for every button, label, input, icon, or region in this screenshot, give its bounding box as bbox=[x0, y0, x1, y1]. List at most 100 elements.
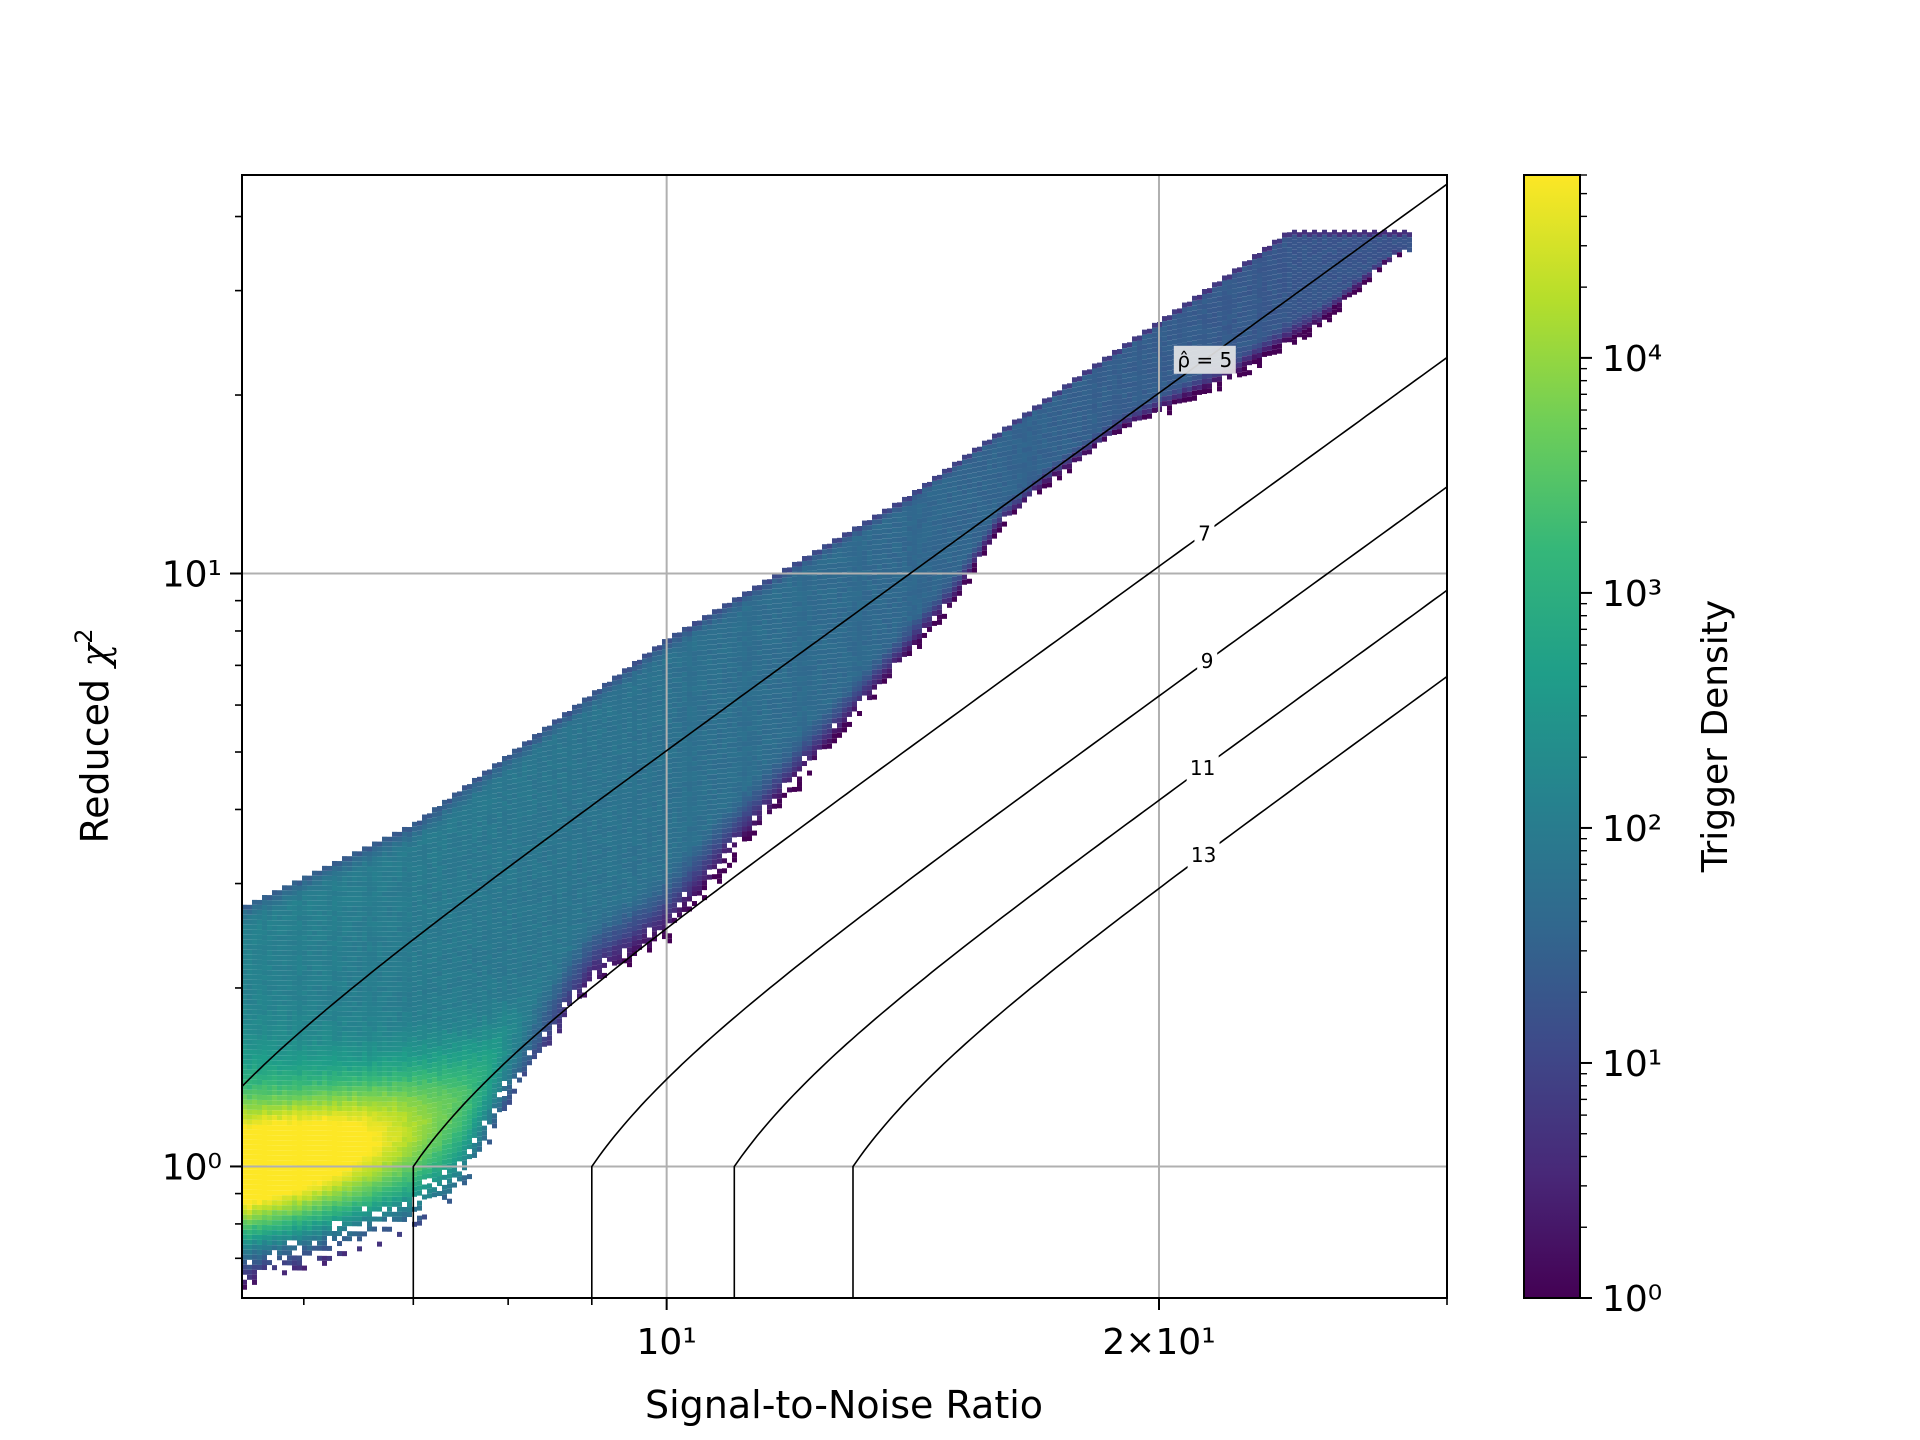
density-bin bbox=[327, 910, 332, 916]
density-bin bbox=[262, 1010, 267, 1016]
density-bin bbox=[462, 990, 467, 996]
density-bin bbox=[527, 900, 532, 906]
density-bin bbox=[567, 731, 572, 737]
density-bin bbox=[327, 940, 332, 946]
density-bin bbox=[412, 946, 417, 952]
density-bin bbox=[462, 965, 467, 971]
density-bin bbox=[392, 1061, 397, 1067]
density-bin bbox=[572, 754, 577, 760]
density-bin bbox=[482, 870, 487, 876]
density-bin bbox=[362, 1191, 367, 1197]
density-bin bbox=[367, 1006, 372, 1012]
density-bin bbox=[462, 1020, 467, 1026]
density-bin bbox=[547, 1035, 552, 1041]
density-bin bbox=[332, 1180, 337, 1186]
density-bin bbox=[507, 869, 512, 875]
density-bin bbox=[352, 1181, 357, 1187]
density-bin bbox=[247, 1224, 252, 1230]
density-bin bbox=[392, 1156, 397, 1162]
density-bin bbox=[317, 1155, 322, 1161]
density-bin bbox=[482, 950, 487, 956]
density-bin bbox=[567, 836, 572, 842]
density-bin bbox=[247, 989, 252, 995]
density-bin bbox=[382, 921, 387, 927]
density-bin bbox=[247, 1234, 252, 1240]
density-bin bbox=[547, 825, 552, 831]
density-bin bbox=[487, 779, 492, 785]
density-bin bbox=[497, 932, 502, 938]
density-bin bbox=[367, 1226, 372, 1232]
density-bin bbox=[432, 1112, 437, 1118]
density-bin bbox=[517, 1057, 522, 1063]
density-bin bbox=[567, 931, 572, 937]
density-bin bbox=[527, 775, 532, 781]
density-bin bbox=[317, 935, 322, 941]
density-bin bbox=[327, 1130, 332, 1136]
density-bin bbox=[342, 911, 347, 917]
density-bin bbox=[477, 791, 482, 797]
density-bin bbox=[487, 844, 492, 850]
density-bin bbox=[342, 1191, 347, 1197]
density-bin bbox=[292, 1245, 297, 1251]
density-bin bbox=[447, 848, 452, 854]
density-bin bbox=[467, 1004, 472, 1010]
density-bin bbox=[442, 1114, 447, 1120]
density-bin bbox=[392, 846, 397, 852]
density-bin bbox=[312, 980, 317, 986]
density-bin bbox=[332, 865, 337, 871]
density-bin bbox=[512, 978, 517, 984]
density-bin bbox=[262, 1105, 267, 1111]
density-bin bbox=[577, 958, 582, 964]
density-bin bbox=[252, 1244, 257, 1250]
density-bin bbox=[312, 1000, 317, 1006]
density-bin bbox=[302, 885, 307, 891]
density-bin bbox=[432, 837, 437, 843]
density-bin bbox=[577, 948, 582, 954]
density-bin bbox=[372, 841, 377, 847]
density-bin bbox=[582, 697, 587, 703]
density-bin bbox=[282, 1045, 287, 1051]
density-bin bbox=[297, 895, 302, 901]
density-bin bbox=[327, 1020, 332, 1026]
density-bin bbox=[242, 1019, 247, 1025]
density-bin bbox=[342, 1166, 347, 1172]
density-bin bbox=[332, 1195, 337, 1201]
density-bin bbox=[407, 852, 412, 858]
density-bin bbox=[397, 1101, 402, 1107]
density-bin bbox=[522, 1021, 527, 1027]
density-bin bbox=[557, 1028, 562, 1034]
density-bin bbox=[307, 1235, 312, 1241]
density-bin bbox=[492, 1123, 497, 1129]
density-bin bbox=[382, 1151, 387, 1157]
density-bin bbox=[247, 1144, 252, 1150]
density-bin bbox=[472, 827, 477, 833]
density-bin bbox=[422, 1144, 427, 1150]
density-bin bbox=[292, 1090, 297, 1096]
density-bin bbox=[402, 901, 407, 907]
density-bin bbox=[262, 1215, 267, 1221]
density-bin bbox=[402, 941, 407, 947]
density-bin bbox=[487, 1084, 492, 1090]
density-bin bbox=[252, 1049, 257, 1055]
density-bin bbox=[437, 1151, 442, 1157]
density-bin bbox=[482, 910, 487, 916]
density-bin bbox=[452, 947, 457, 953]
density-bin bbox=[577, 973, 582, 979]
density-bin bbox=[287, 1255, 292, 1261]
density-bin bbox=[282, 930, 287, 936]
density-bin bbox=[287, 1080, 292, 1086]
density-bin bbox=[542, 731, 547, 737]
density-bin bbox=[327, 900, 332, 906]
density-bin bbox=[302, 1230, 307, 1236]
density-bin bbox=[457, 846, 462, 852]
density-bin bbox=[392, 1191, 397, 1197]
density-bin bbox=[447, 943, 452, 949]
density-bin bbox=[327, 1135, 332, 1141]
density-bin bbox=[347, 971, 352, 977]
density-bin bbox=[407, 952, 412, 958]
density-bin bbox=[472, 997, 477, 1003]
density-bin bbox=[427, 973, 432, 979]
density-bin bbox=[537, 752, 542, 758]
density-bin bbox=[467, 1024, 472, 1030]
density-bin bbox=[322, 910, 327, 916]
